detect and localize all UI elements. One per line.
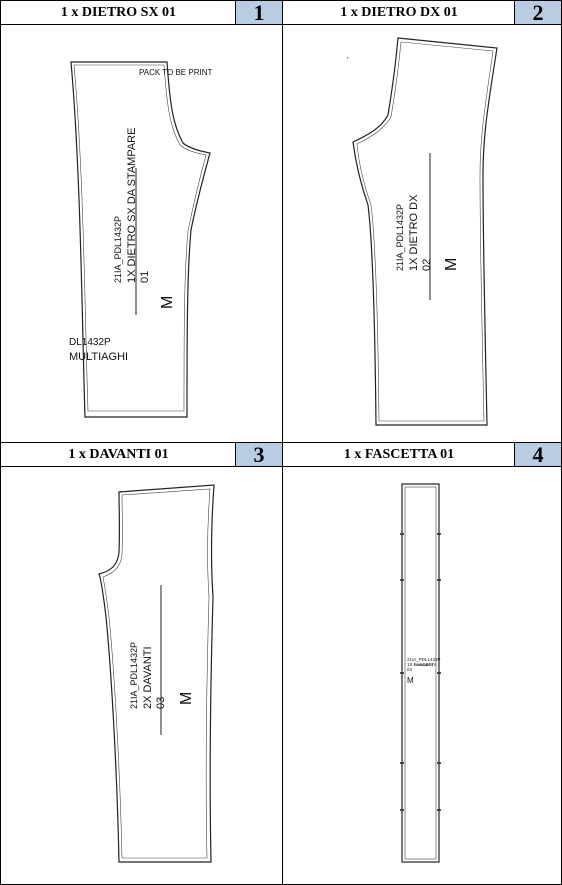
extra-text: MULTIAGHI (69, 351, 128, 363)
label-line-3: 03 (155, 697, 167, 709)
piece-seam-line (404, 486, 437, 860)
pattern-piece-dietro-dx: ' 21IA_PDL1432P 1X DIETRO DX 02 M (347, 37, 498, 426)
panel-number: 2 (514, 1, 561, 25)
panel-header: 1 x DIETRO DX 01 2 (283, 1, 561, 25)
label-line-1: 21IA_PDL1432P (113, 216, 123, 283)
label-line-2: 2X DAVANTI (142, 646, 154, 709)
panel-number: 1 (235, 1, 282, 25)
print-note: PACK TO BE PRINT (139, 68, 212, 77)
piece-label: 21IA_PDL1432P 1X DIETRO DX 02 (395, 194, 433, 271)
label-line-3: 01 (139, 271, 151, 283)
size-label: M (443, 258, 460, 271)
panel-title: 1 x FASCETTA 01 (343, 447, 455, 462)
label-line-1: 21IA_PDL1432P (129, 642, 139, 709)
piece-label: 21IA_PDL1432P 1X FASCETTA 04 (407, 657, 441, 672)
extra-code: DL1432P (69, 337, 111, 348)
piece-outline (352, 37, 498, 426)
stray-mark: ' (347, 56, 349, 65)
panel-title: 1 x DAVANTI 01 (68, 447, 169, 462)
panel-number: 4 (514, 443, 561, 467)
label-line-1: 21IA_PDL1432P (407, 657, 441, 662)
panel-title: 1 x DIETRO DX 01 (340, 5, 458, 20)
pattern-piece-dietro-sx: PACK TO BE PRINT 21IA_PDL1432P 1X DIETRO… (69, 61, 212, 418)
size-label: M (178, 692, 195, 705)
panel-dietro-dx: 1 x DIETRO DX 01 2 ' 21IA_PDL1432P 1X DI… (282, 0, 562, 443)
panel-number: 3 (235, 443, 282, 467)
panel-header: 1 x DIETRO SX 01 1 (1, 1, 282, 25)
pattern-piece-davanti: 21IA_PDL1432P 2X DAVANTI 03 M (98, 484, 215, 863)
piece-seam-line (102, 488, 211, 859)
panel-header: 1 x DAVANTI 01 3 (1, 443, 282, 467)
label-line-1: 21IA_PDL1432P (395, 204, 405, 271)
label-line-2: 1X DIETRO SX DA STAMPARE (126, 128, 138, 283)
label-line-2: 1X DIETRO DX (408, 194, 420, 271)
piece-label: 21IA_PDL1432P 2X DAVANTI 03 (129, 642, 167, 709)
piece-outline (98, 484, 215, 863)
piece-label: 21IA_PDL1432P 1X DIETRO SX DA STAMPARE 0… (113, 128, 151, 283)
panel-dietro-sx: 1 x DIETRO SX 01 1 PACK TO BE PRINT 21IA… (0, 0, 283, 443)
piece-seam-line (356, 41, 494, 422)
label-line-3: 02 (421, 259, 433, 271)
label-line-2: 1X FASCETTA (407, 662, 437, 667)
pattern-piece-fascetta: 21IA_PDL1432P 1X FASCETTA 04 M (400, 483, 441, 863)
panel-davanti: 1 x DAVANTI 01 3 21IA_PDL1432P 2X DAVANT… (0, 442, 283, 885)
notch-marks (400, 533, 441, 811)
piece-seam-line (73, 64, 207, 412)
piece-outline (70, 61, 211, 418)
panel-header: 1 x FASCETTA 01 4 (283, 443, 561, 467)
panel-fascetta: 1 x FASCETTA 01 4 21IA_PDL1432P 1X FASCE… (282, 442, 562, 885)
size-label: M (159, 296, 176, 309)
piece-outline (401, 483, 440, 863)
size-label: M (407, 676, 414, 685)
label-line-3: 04 (407, 667, 413, 672)
panel-title: 1 x DIETRO SX 01 (60, 5, 177, 20)
